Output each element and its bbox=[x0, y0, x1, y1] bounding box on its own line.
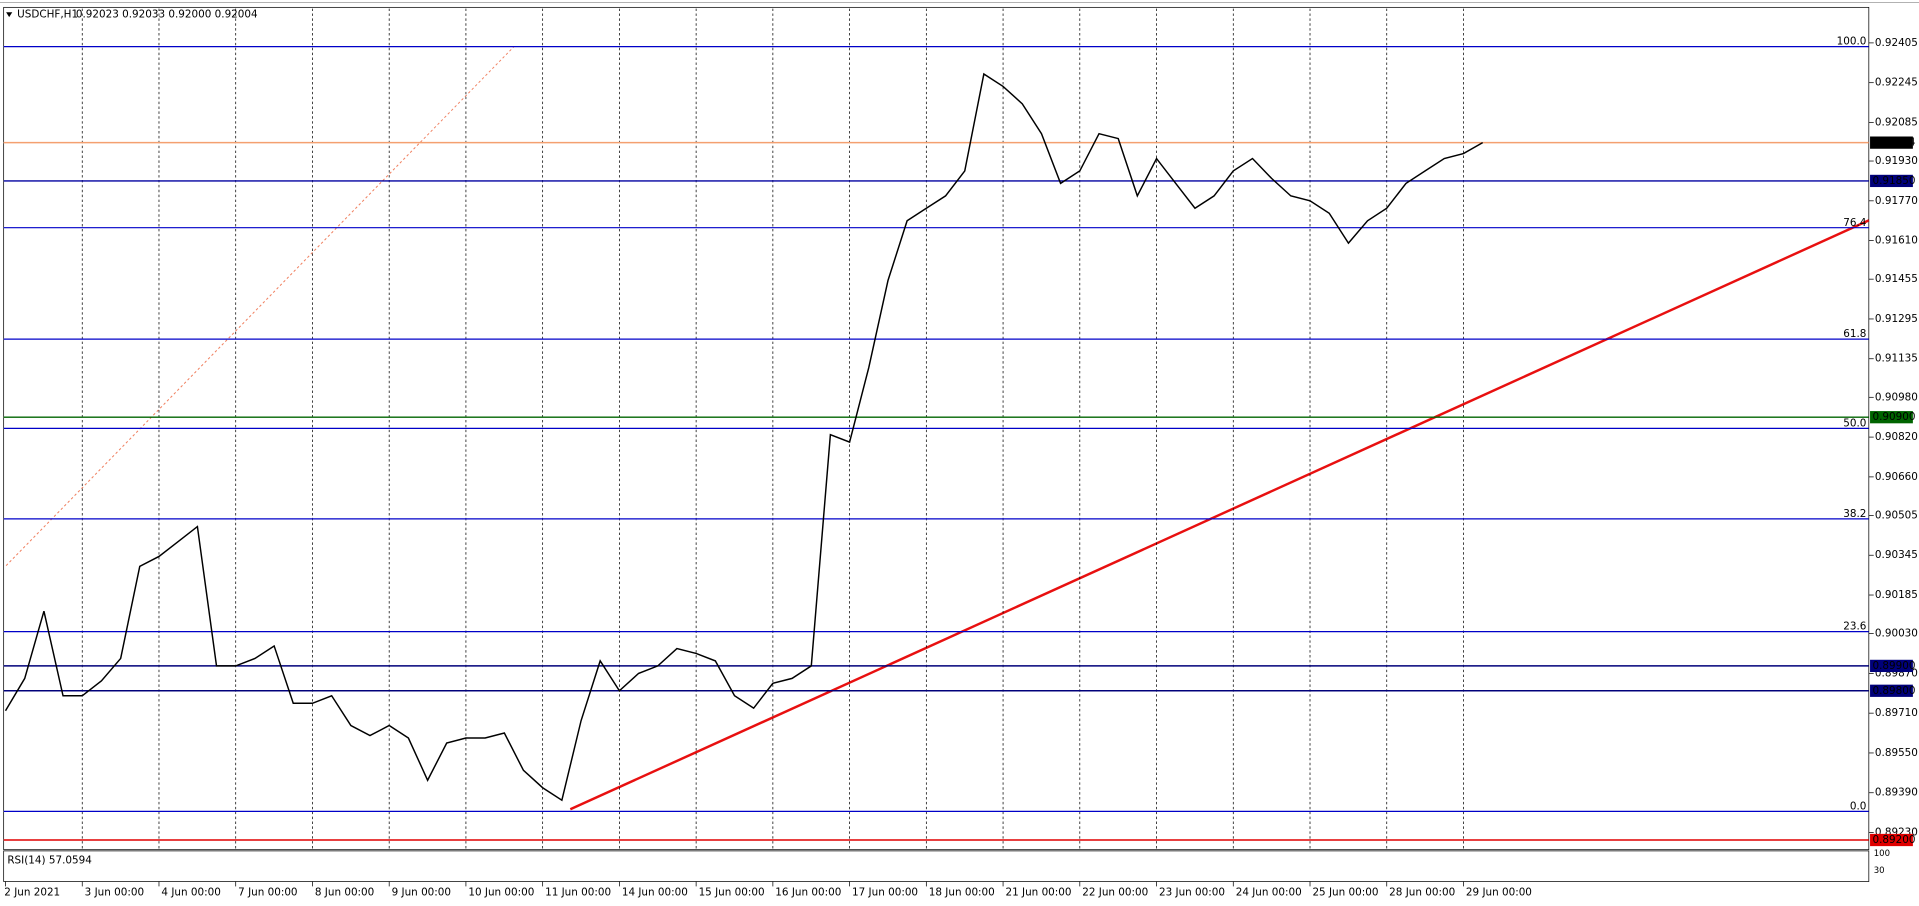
menu-arrow[interactable] bbox=[6, 12, 13, 18]
y-tick-label: 0.90505 bbox=[1875, 509, 1918, 521]
x-tick-label: 17 Jun 00:00 bbox=[852, 887, 918, 899]
price-label: 0.92004 bbox=[1872, 137, 1915, 149]
price-label-bg bbox=[1870, 659, 1913, 673]
x-tick-label: 29 Jun 00:00 bbox=[1466, 887, 1532, 899]
price-label: 0.91850 bbox=[1872, 175, 1915, 187]
x-tick-label: 11 Jun 00:00 bbox=[545, 887, 611, 899]
y-tick-label: 0.90820 bbox=[1875, 431, 1918, 443]
price-label: 0.89800 bbox=[1872, 685, 1915, 697]
y-tick-label: 0.91930 bbox=[1875, 155, 1918, 167]
x-tick-label: 21 Jun 00:00 bbox=[1006, 887, 1072, 899]
x-tick-label: 16 Jun 00:00 bbox=[775, 887, 841, 899]
x-tick-label: 9 Jun 00:00 bbox=[392, 887, 451, 899]
fib-label: 38.2 bbox=[1843, 508, 1866, 520]
rsi-label: RSI(14) 57.0594 bbox=[7, 855, 92, 867]
x-tick-label: 4 Jun 00:00 bbox=[161, 887, 220, 899]
x-tick-label: 25 Jun 00:00 bbox=[1312, 887, 1378, 899]
y-tick-label: 0.89550 bbox=[1875, 747, 1918, 759]
x-tick-label: 24 Jun 00:00 bbox=[1236, 887, 1302, 899]
x-tick-label: 2 Jun 2021 bbox=[4, 887, 60, 899]
x-tick-label: 15 Jun 00:00 bbox=[699, 887, 765, 899]
y-tick-label: 0.91295 bbox=[1875, 313, 1918, 325]
y-tick-label: 0.90030 bbox=[1875, 628, 1918, 640]
x-tick-label: 14 Jun 00:00 bbox=[622, 887, 688, 899]
price-label: 0.89900 bbox=[1872, 660, 1915, 672]
fib-label: 76.4 bbox=[1843, 217, 1867, 229]
y-tick-label: 0.91455 bbox=[1875, 273, 1918, 285]
y-tick-label: 0.90185 bbox=[1875, 589, 1918, 601]
y-tick-label: 0.92245 bbox=[1875, 77, 1918, 89]
x-tick-label: 28 Jun 00:00 bbox=[1389, 887, 1455, 899]
price-label-bg bbox=[1870, 136, 1913, 149]
y-tick-label: 0.92405 bbox=[1875, 37, 1918, 49]
chart-title: USDCHF,H1 bbox=[17, 9, 78, 21]
price-label-bg bbox=[1870, 684, 1913, 697]
price-label-bg bbox=[1870, 174, 1913, 188]
fib-label: 61.8 bbox=[1843, 328, 1866, 340]
rsi-tick-label: 100 bbox=[1874, 849, 1890, 859]
chart-ohlc: 0.92023 0.92033 0.92000 0.92004 bbox=[76, 9, 258, 21]
fib-label: 50.0 bbox=[1843, 417, 1866, 429]
rsi-tick-label: 30 bbox=[1874, 866, 1885, 876]
price-label: 0.89200 bbox=[1872, 834, 1915, 846]
price-line-series bbox=[4, 72, 1484, 802]
y-tick-label: 0.90980 bbox=[1875, 391, 1918, 403]
fib-trend-line bbox=[5, 46, 515, 566]
rsi-frame bbox=[3, 850, 1870, 882]
price-label: 0.90900 bbox=[1872, 411, 1915, 423]
x-tick-label: 22 Jun 00:00 bbox=[1082, 887, 1148, 899]
x-tick-label: 23 Jun 00:00 bbox=[1159, 887, 1225, 899]
y-tick-label: 0.91770 bbox=[1875, 195, 1918, 207]
x-tick-label: 18 Jun 00:00 bbox=[929, 887, 995, 899]
y-tick-label: 0.91610 bbox=[1875, 235, 1918, 247]
y-tick-label: 0.89390 bbox=[1875, 787, 1918, 799]
x-tick-label: 8 Jun 00:00 bbox=[315, 887, 374, 899]
y-tick-label: 0.90345 bbox=[1875, 549, 1918, 561]
fib-label: 0.0 bbox=[1850, 801, 1867, 813]
price-label-bg bbox=[1870, 411, 1913, 424]
y-tick-label: 0.92085 bbox=[1875, 116, 1918, 128]
x-tick-label: 10 Jun 00:00 bbox=[468, 887, 534, 899]
x-tick-label: 3 Jun 00:00 bbox=[85, 887, 144, 899]
y-tick-label: 0.90660 bbox=[1875, 471, 1918, 483]
y-tick-label: 0.91135 bbox=[1875, 353, 1918, 365]
fib-label: 23.6 bbox=[1843, 621, 1866, 633]
y-tick-label: 0.89710 bbox=[1875, 707, 1918, 719]
trend-line bbox=[569, 219, 1870, 811]
fib-label: 100.0 bbox=[1837, 36, 1867, 48]
price-label-bg bbox=[1870, 833, 1913, 847]
x-tick-label: 7 Jun 00:00 bbox=[238, 887, 297, 899]
